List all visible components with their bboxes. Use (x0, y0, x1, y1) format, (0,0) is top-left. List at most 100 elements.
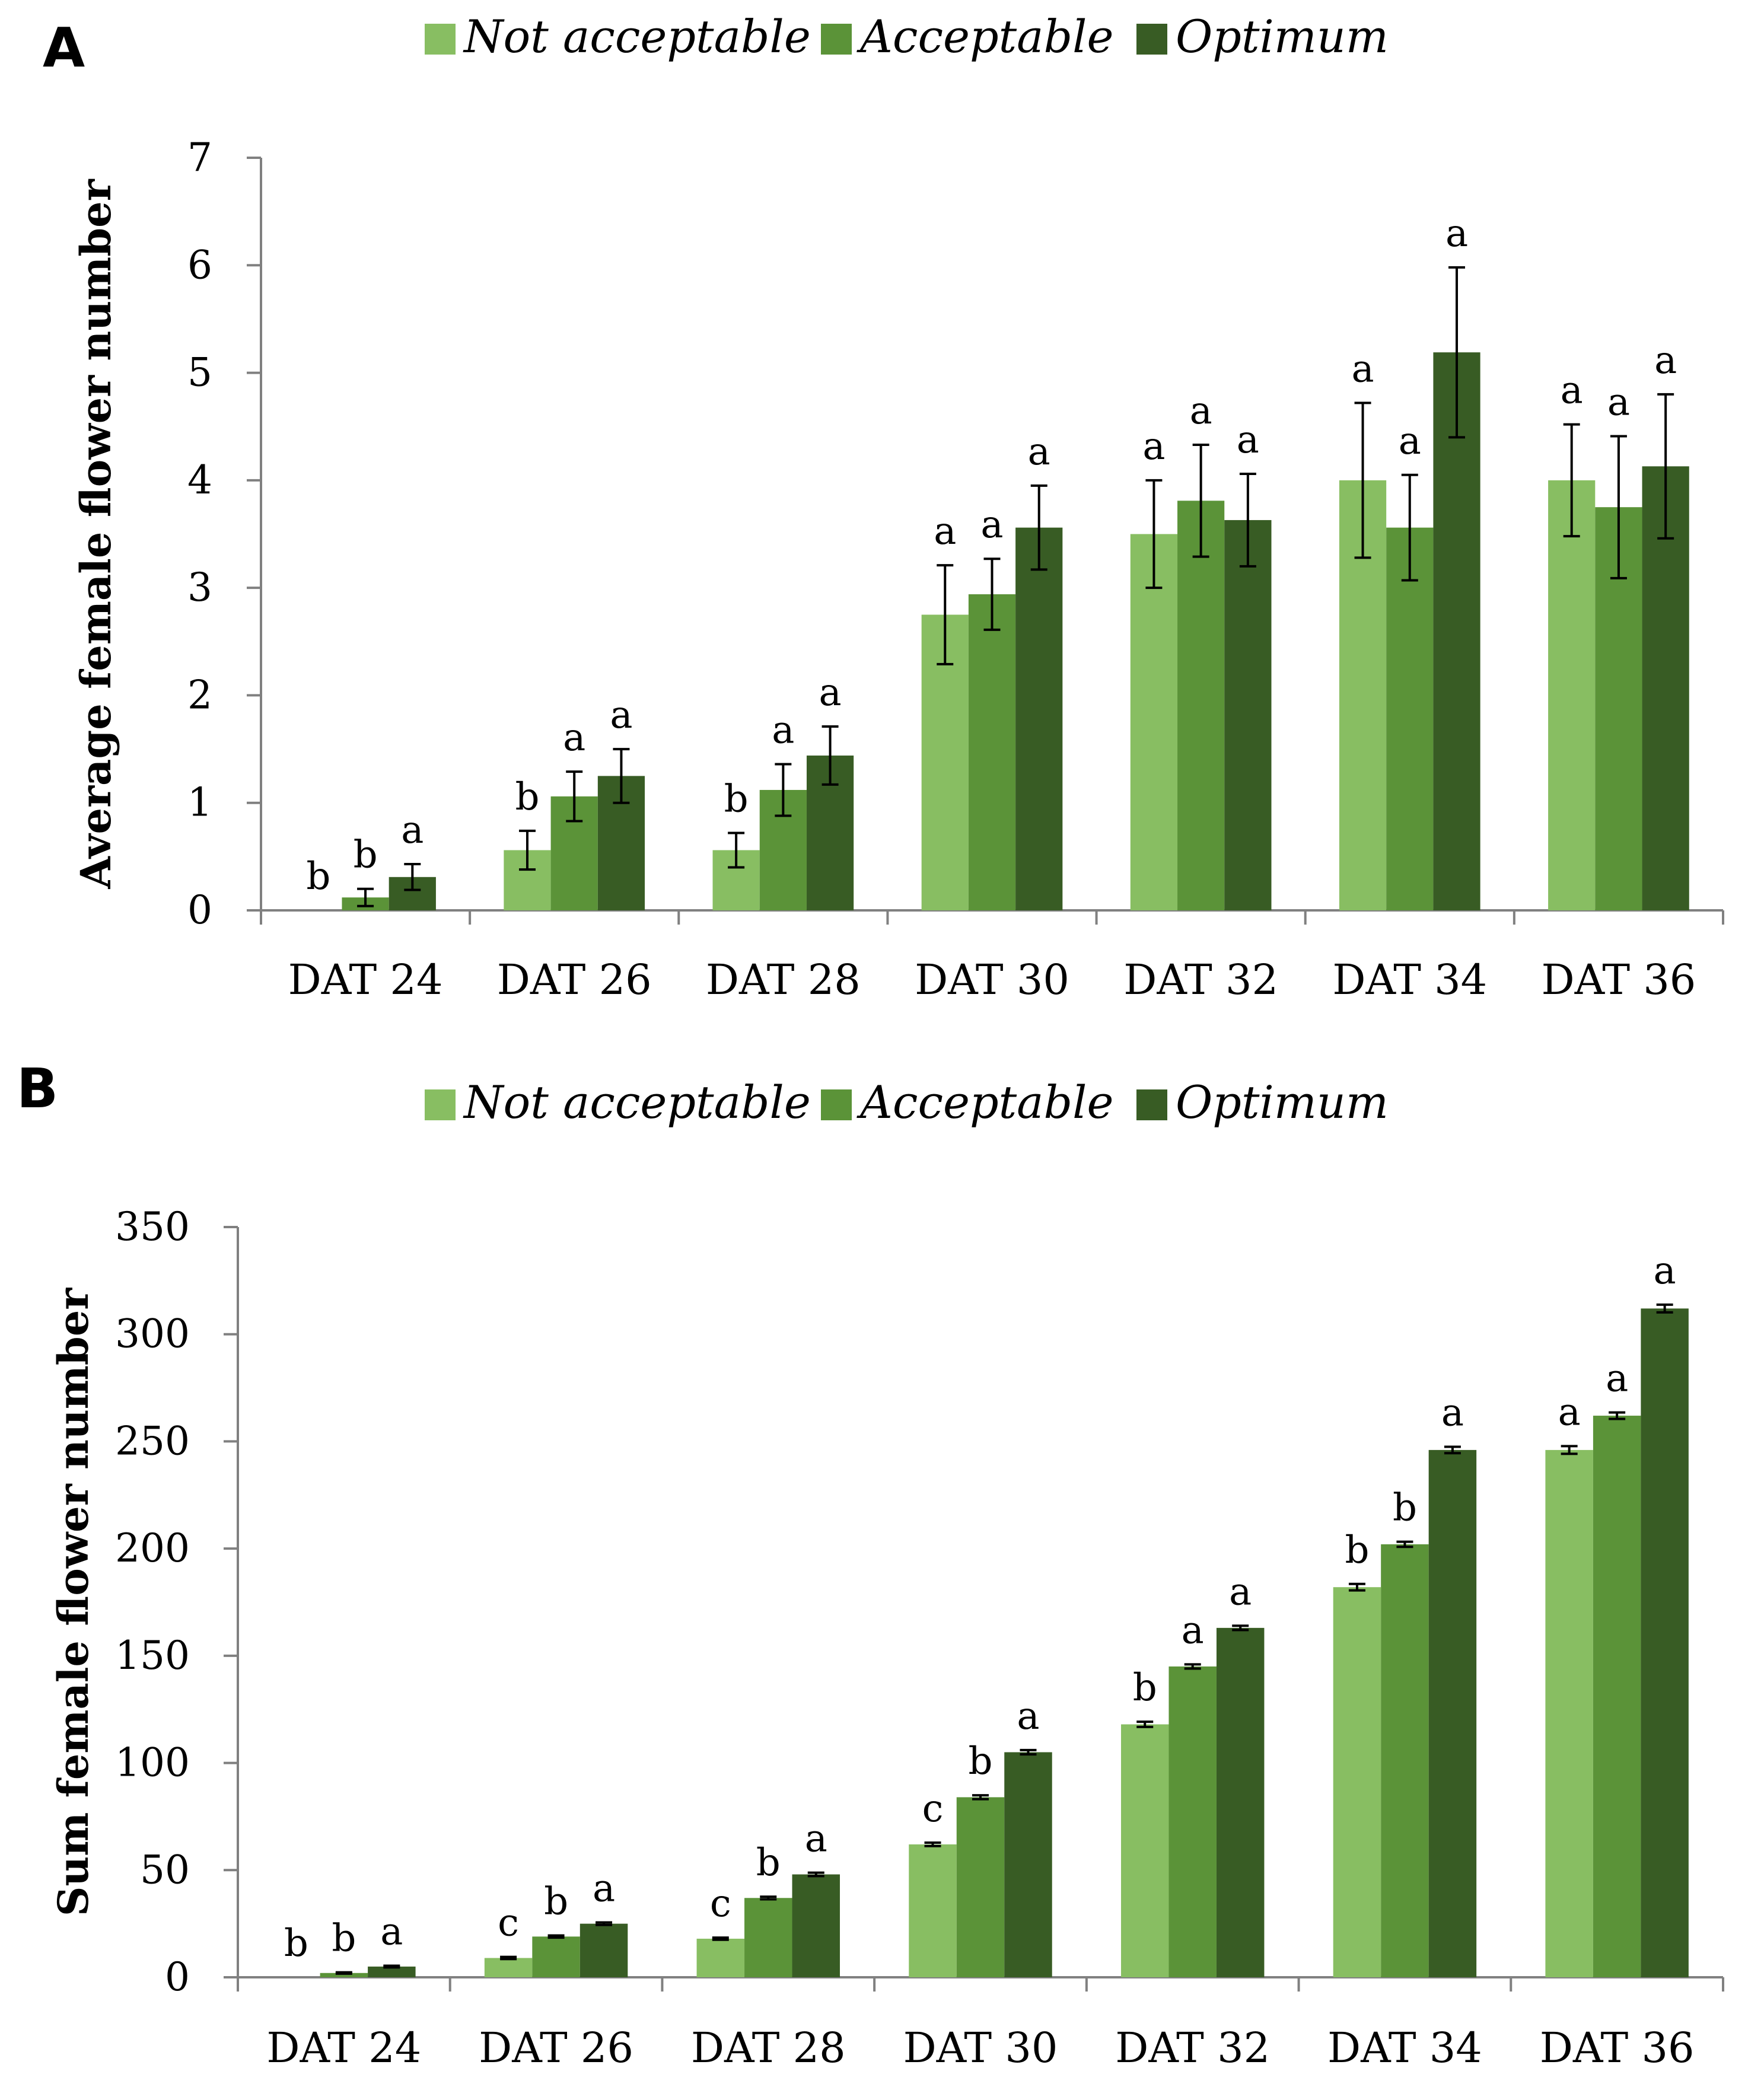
y-tick-label: 3 (187, 565, 212, 610)
category-label: DAT 24 (266, 2024, 421, 2072)
bar (1168, 1666, 1217, 1977)
significance-label: b (306, 855, 330, 898)
significance-label: c (922, 1787, 944, 1831)
bar (909, 1844, 957, 1977)
legend-label: Not acceptable (463, 10, 811, 63)
y-tick-label: 2 (187, 672, 212, 718)
y-tick-label: 150 (115, 1633, 190, 1678)
significance-label: a (1654, 339, 1677, 383)
significance-label: a (1190, 389, 1212, 433)
significance-label: a (1182, 1608, 1204, 1652)
significance-label: a (401, 808, 424, 852)
bar (484, 1958, 533, 1977)
category-label: DAT 30 (915, 955, 1069, 1004)
category-label: DAT 28 (706, 955, 861, 1004)
significance-label: c (498, 1901, 519, 1945)
y-tick-label: 6 (187, 242, 212, 288)
y-tick-label: 0 (187, 887, 212, 933)
bar (792, 1874, 840, 1977)
significance-label: a (1351, 347, 1374, 391)
chart-a-svg: A Not acceptable Acceptable Optimum 0 1 2 3 4 5 6 7… (43, 10, 1724, 1004)
category-label: DAT 36 (1541, 955, 1696, 1004)
significance-label: a (1607, 381, 1630, 425)
significance-label: b (724, 777, 749, 821)
significance-label: a (1229, 1570, 1252, 1614)
bar (968, 594, 1016, 910)
legend-swatch (821, 24, 852, 55)
significance-label: a (610, 693, 632, 737)
panel-letter: A (43, 16, 85, 79)
legend-label: Optimum (1176, 10, 1389, 63)
legend-label: Optimum (1176, 1076, 1389, 1129)
y-tick-label: 50 (140, 1847, 190, 1892)
significance-label: b (515, 775, 539, 819)
significance-label: a (980, 503, 1003, 547)
y-tick-label: 5 (187, 350, 212, 396)
chart-panel-b: B Not acceptable Acceptable Optimum 0 50 100 15… (0, 1043, 1764, 2087)
legend-label: Acceptable (856, 10, 1113, 63)
y-tick-label: 350 (115, 1204, 190, 1250)
y-tick-label: 100 (115, 1740, 190, 1786)
significance-label: b (284, 1922, 308, 1965)
bar (1593, 1416, 1641, 1977)
bar (1130, 534, 1178, 910)
bar (1386, 527, 1434, 910)
significance-label: b (1133, 1666, 1157, 1710)
legend-swatch (425, 24, 456, 55)
legend-swatch (1136, 1089, 1167, 1120)
significance-label: a (593, 1866, 615, 1910)
y-axis-label: Average female flower number (71, 179, 120, 889)
significance-label: a (1561, 369, 1583, 413)
legend-label: Acceptable (856, 1076, 1113, 1129)
legend-swatch (425, 1089, 456, 1120)
significance-label: a (1606, 1357, 1628, 1401)
significance-label: c (710, 1882, 731, 1926)
bar (744, 1898, 792, 1977)
bar (1333, 1587, 1381, 1977)
significance-label: a (819, 671, 842, 715)
bar (1177, 501, 1225, 910)
y-tick-label: 4 (187, 457, 212, 503)
significance-label: b (969, 1739, 993, 1783)
significance-label: b (332, 1917, 356, 1961)
category-label: DAT 26 (479, 2024, 633, 2072)
bar (696, 1938, 745, 1977)
significance-label: b (354, 833, 378, 877)
legend-swatch (1136, 24, 1167, 55)
bar (1428, 1449, 1477, 1977)
bar (1381, 1544, 1429, 1977)
category-label: DAT 32 (1123, 955, 1278, 1004)
significance-label: a (805, 1817, 827, 1861)
category-label: DAT 34 (1332, 955, 1487, 1004)
category-label: DAT 28 (691, 2024, 846, 2072)
bar (1216, 1627, 1265, 1977)
y-tick-label: 200 (115, 1525, 190, 1571)
y-tick-label: 7 (187, 135, 212, 180)
significance-label: b (1345, 1528, 1369, 1572)
significance-label: a (1558, 1390, 1581, 1434)
legend-label: Not acceptable (463, 1076, 811, 1129)
bar (1015, 527, 1063, 910)
bar (368, 1966, 416, 1977)
category-label: DAT 34 (1327, 2024, 1482, 2072)
bar (1120, 1724, 1169, 1977)
significance-label: a (1237, 418, 1259, 462)
significance-label: a (1445, 212, 1468, 256)
significance-label: a (1441, 1391, 1464, 1435)
significance-label: a (1028, 430, 1050, 474)
chart-b-svg: B Not acceptable Acceptable Optimum 0 50 100 15… (17, 1057, 1724, 2072)
significance-label: b (544, 1880, 568, 1924)
bar (1224, 520, 1272, 910)
y-tick-label: 250 (115, 1418, 190, 1464)
significance-label: a (772, 708, 794, 752)
bar (1545, 1449, 1593, 1977)
bar (1641, 1308, 1689, 1977)
significance-label: a (563, 716, 585, 760)
bar (1642, 466, 1689, 910)
category-label: DAT 30 (903, 2024, 1058, 2072)
significance-label: a (1654, 1249, 1676, 1293)
category-label: DAT 26 (497, 955, 652, 1004)
y-tick-label: 1 (187, 780, 212, 826)
y-tick-label: 0 (165, 1954, 190, 2000)
significance-label: a (1017, 1694, 1039, 1738)
